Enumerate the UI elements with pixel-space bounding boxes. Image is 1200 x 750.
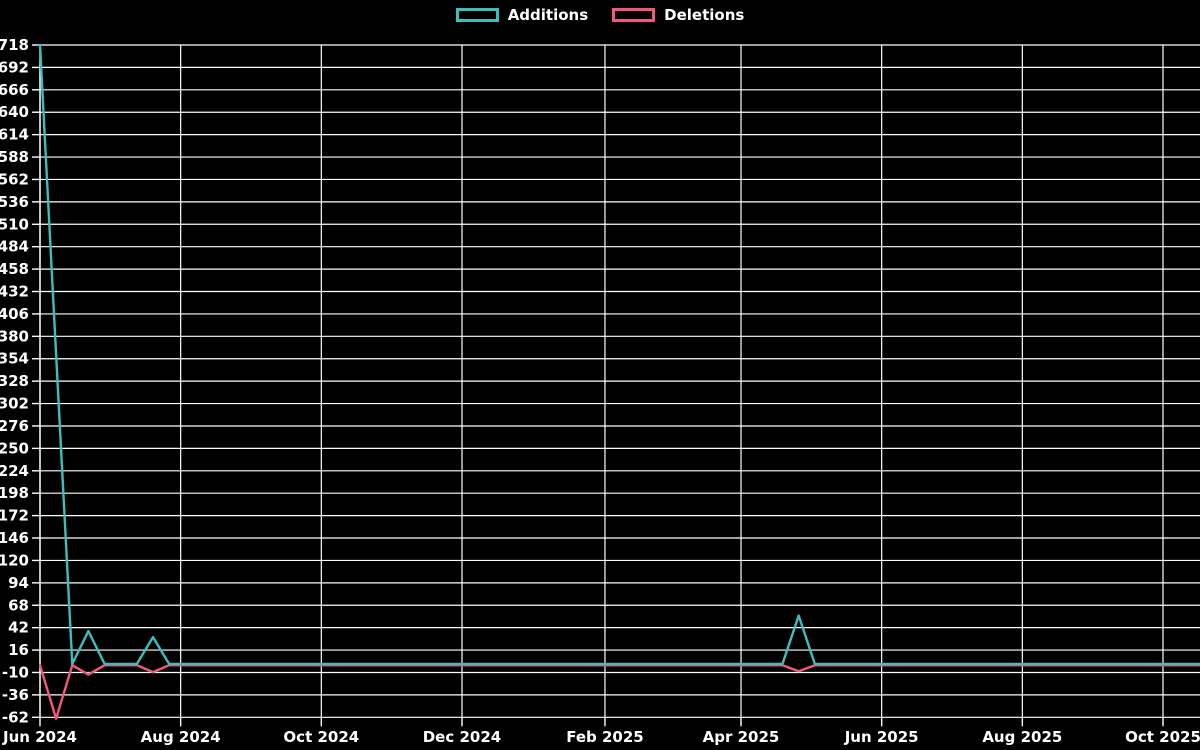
- additions-line: [38, 43, 1200, 666]
- y-tick-label: 380: [0, 327, 29, 345]
- x-tick-label: Oct 2025: [1125, 728, 1200, 746]
- x-tick-label: Jun 2024: [2, 728, 77, 746]
- x-tick-label: Aug 2024: [141, 728, 221, 746]
- y-tick-label: 718: [0, 36, 29, 54]
- y-tick-label: 536: [0, 193, 29, 211]
- y-tick-label: 588: [0, 148, 29, 166]
- legend-item-additions: Additions: [455, 6, 589, 24]
- y-tick-label: 666: [0, 81, 29, 99]
- y-tick-label: 302: [0, 395, 29, 413]
- y-tick-label: 120: [0, 551, 29, 569]
- deletions-swatch: [612, 8, 656, 22]
- legend-item-deletions: Deletions: [612, 6, 744, 24]
- deletions-label: Deletions: [664, 6, 745, 24]
- y-tick-label: 406: [0, 305, 29, 323]
- additions-label: Additions: [507, 6, 589, 24]
- legend: Additions Deletions: [0, 6, 1200, 24]
- y-tick-label: 692: [0, 58, 29, 76]
- deletions-line: [38, 664, 1200, 720]
- y-tick-label: 354: [0, 350, 29, 368]
- y-tick-label: 94: [8, 574, 29, 592]
- x-tick-label: Aug 2025: [982, 728, 1062, 746]
- y-tick-label: 432: [0, 283, 29, 301]
- x-tick-label: Oct 2024: [283, 728, 359, 746]
- y-tick-label: 172: [0, 507, 29, 525]
- y-tick-label: 146: [0, 529, 29, 547]
- y-tick-label: 458: [0, 260, 29, 278]
- additions-swatch: [455, 8, 499, 22]
- y-tick-label: -36: [2, 686, 29, 704]
- x-tick-label: Feb 2025: [566, 728, 644, 746]
- y-tick-label: 328: [0, 372, 29, 390]
- y-tick-label: 562: [0, 170, 29, 188]
- y-tick-label: 276: [0, 417, 29, 435]
- y-tick-label: 640: [0, 103, 29, 121]
- y-tick-label: 614: [0, 126, 29, 144]
- y-tick-label: 250: [0, 439, 29, 457]
- y-tick-label: 510: [0, 215, 29, 233]
- y-tick-label: 198: [0, 484, 29, 502]
- y-tick-label: -62: [2, 708, 29, 726]
- y-tick-label: 68: [8, 596, 29, 614]
- y-tick-label: 224: [0, 462, 29, 480]
- y-tick-label: 484: [0, 238, 29, 256]
- y-tick-label: 16: [8, 641, 29, 659]
- y-tick-label: -10: [2, 663, 29, 681]
- x-tick-label: Apr 2025: [703, 728, 780, 746]
- x-tick-label: Jun 2025: [844, 728, 919, 746]
- x-tick-label: Dec 2024: [423, 728, 502, 746]
- y-tick-label: 42: [8, 619, 29, 637]
